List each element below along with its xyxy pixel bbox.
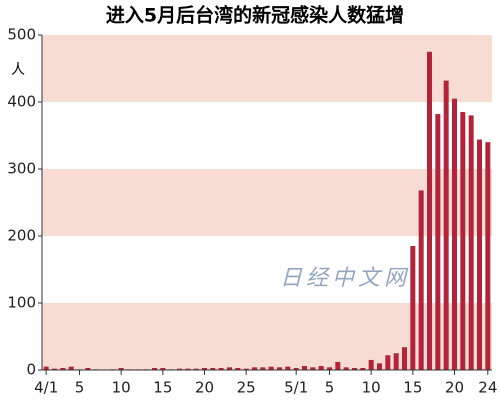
bar	[193, 368, 199, 370]
band	[42, 169, 492, 236]
y-axis-label: 人	[11, 62, 25, 78]
bar	[360, 367, 366, 370]
bar	[268, 366, 274, 370]
bar	[293, 367, 299, 370]
y-tick-label: 500	[7, 26, 36, 44]
bar	[327, 367, 332, 370]
x-tick-label: 10	[112, 379, 131, 397]
bar	[443, 80, 449, 370]
bar	[310, 367, 316, 370]
x-tick-label: 15	[153, 379, 172, 397]
bar	[368, 359, 374, 370]
x-tick-label: 4/1	[34, 379, 58, 397]
bar	[68, 366, 74, 370]
bar	[177, 368, 182, 370]
bar	[252, 367, 257, 370]
bar	[385, 355, 391, 370]
watermark: 日经中文网	[280, 266, 410, 291]
bar	[85, 367, 91, 370]
bar	[485, 142, 491, 370]
bar	[410, 246, 416, 370]
x-tick-label: 20	[195, 379, 214, 397]
y-tick-label: 300	[7, 160, 36, 178]
y-tick-label: 0	[26, 361, 36, 379]
bar	[60, 367, 66, 370]
y-tick-label: 100	[7, 294, 36, 312]
bar	[118, 367, 124, 370]
bar	[393, 353, 399, 370]
band	[42, 35, 492, 102]
bar	[52, 368, 57, 370]
y-tick-label: 400	[7, 93, 36, 111]
bar	[185, 368, 191, 370]
x-tick-label: 5	[325, 379, 335, 397]
bar	[218, 367, 224, 370]
bar	[152, 367, 157, 370]
band	[42, 303, 492, 370]
bar	[227, 367, 232, 370]
y-tick-label: 200	[7, 227, 36, 245]
bar	[243, 368, 249, 370]
bar	[435, 114, 441, 370]
bar	[302, 365, 307, 370]
x-tick-label: 15	[403, 379, 422, 397]
bar	[335, 361, 341, 370]
bar	[43, 366, 49, 370]
bar	[202, 367, 207, 370]
plot-background	[42, 35, 492, 370]
x-tick-label: 5/1	[284, 379, 308, 397]
bar	[427, 51, 432, 370]
bar	[277, 367, 282, 370]
bar	[235, 367, 241, 370]
bar	[418, 190, 424, 370]
bar	[468, 115, 474, 371]
bar	[285, 366, 291, 370]
bar	[210, 367, 216, 370]
bar	[460, 112, 466, 371]
bar	[377, 363, 382, 370]
bar	[402, 347, 407, 370]
x-tick-label: 20	[445, 379, 464, 397]
bar	[352, 367, 357, 370]
x-tick-label: 5	[75, 379, 85, 397]
bar	[318, 365, 324, 370]
bar	[260, 367, 266, 370]
chart-title: 进入5月后台湾的新冠感染人数猛增	[106, 4, 404, 27]
x-tick-label: 25	[237, 379, 256, 397]
bar	[343, 367, 349, 370]
x-tick-label: 10	[362, 379, 381, 397]
bar	[160, 367, 166, 370]
bar	[452, 98, 457, 371]
x-tick-label: 24	[478, 379, 497, 397]
bar	[477, 139, 482, 370]
